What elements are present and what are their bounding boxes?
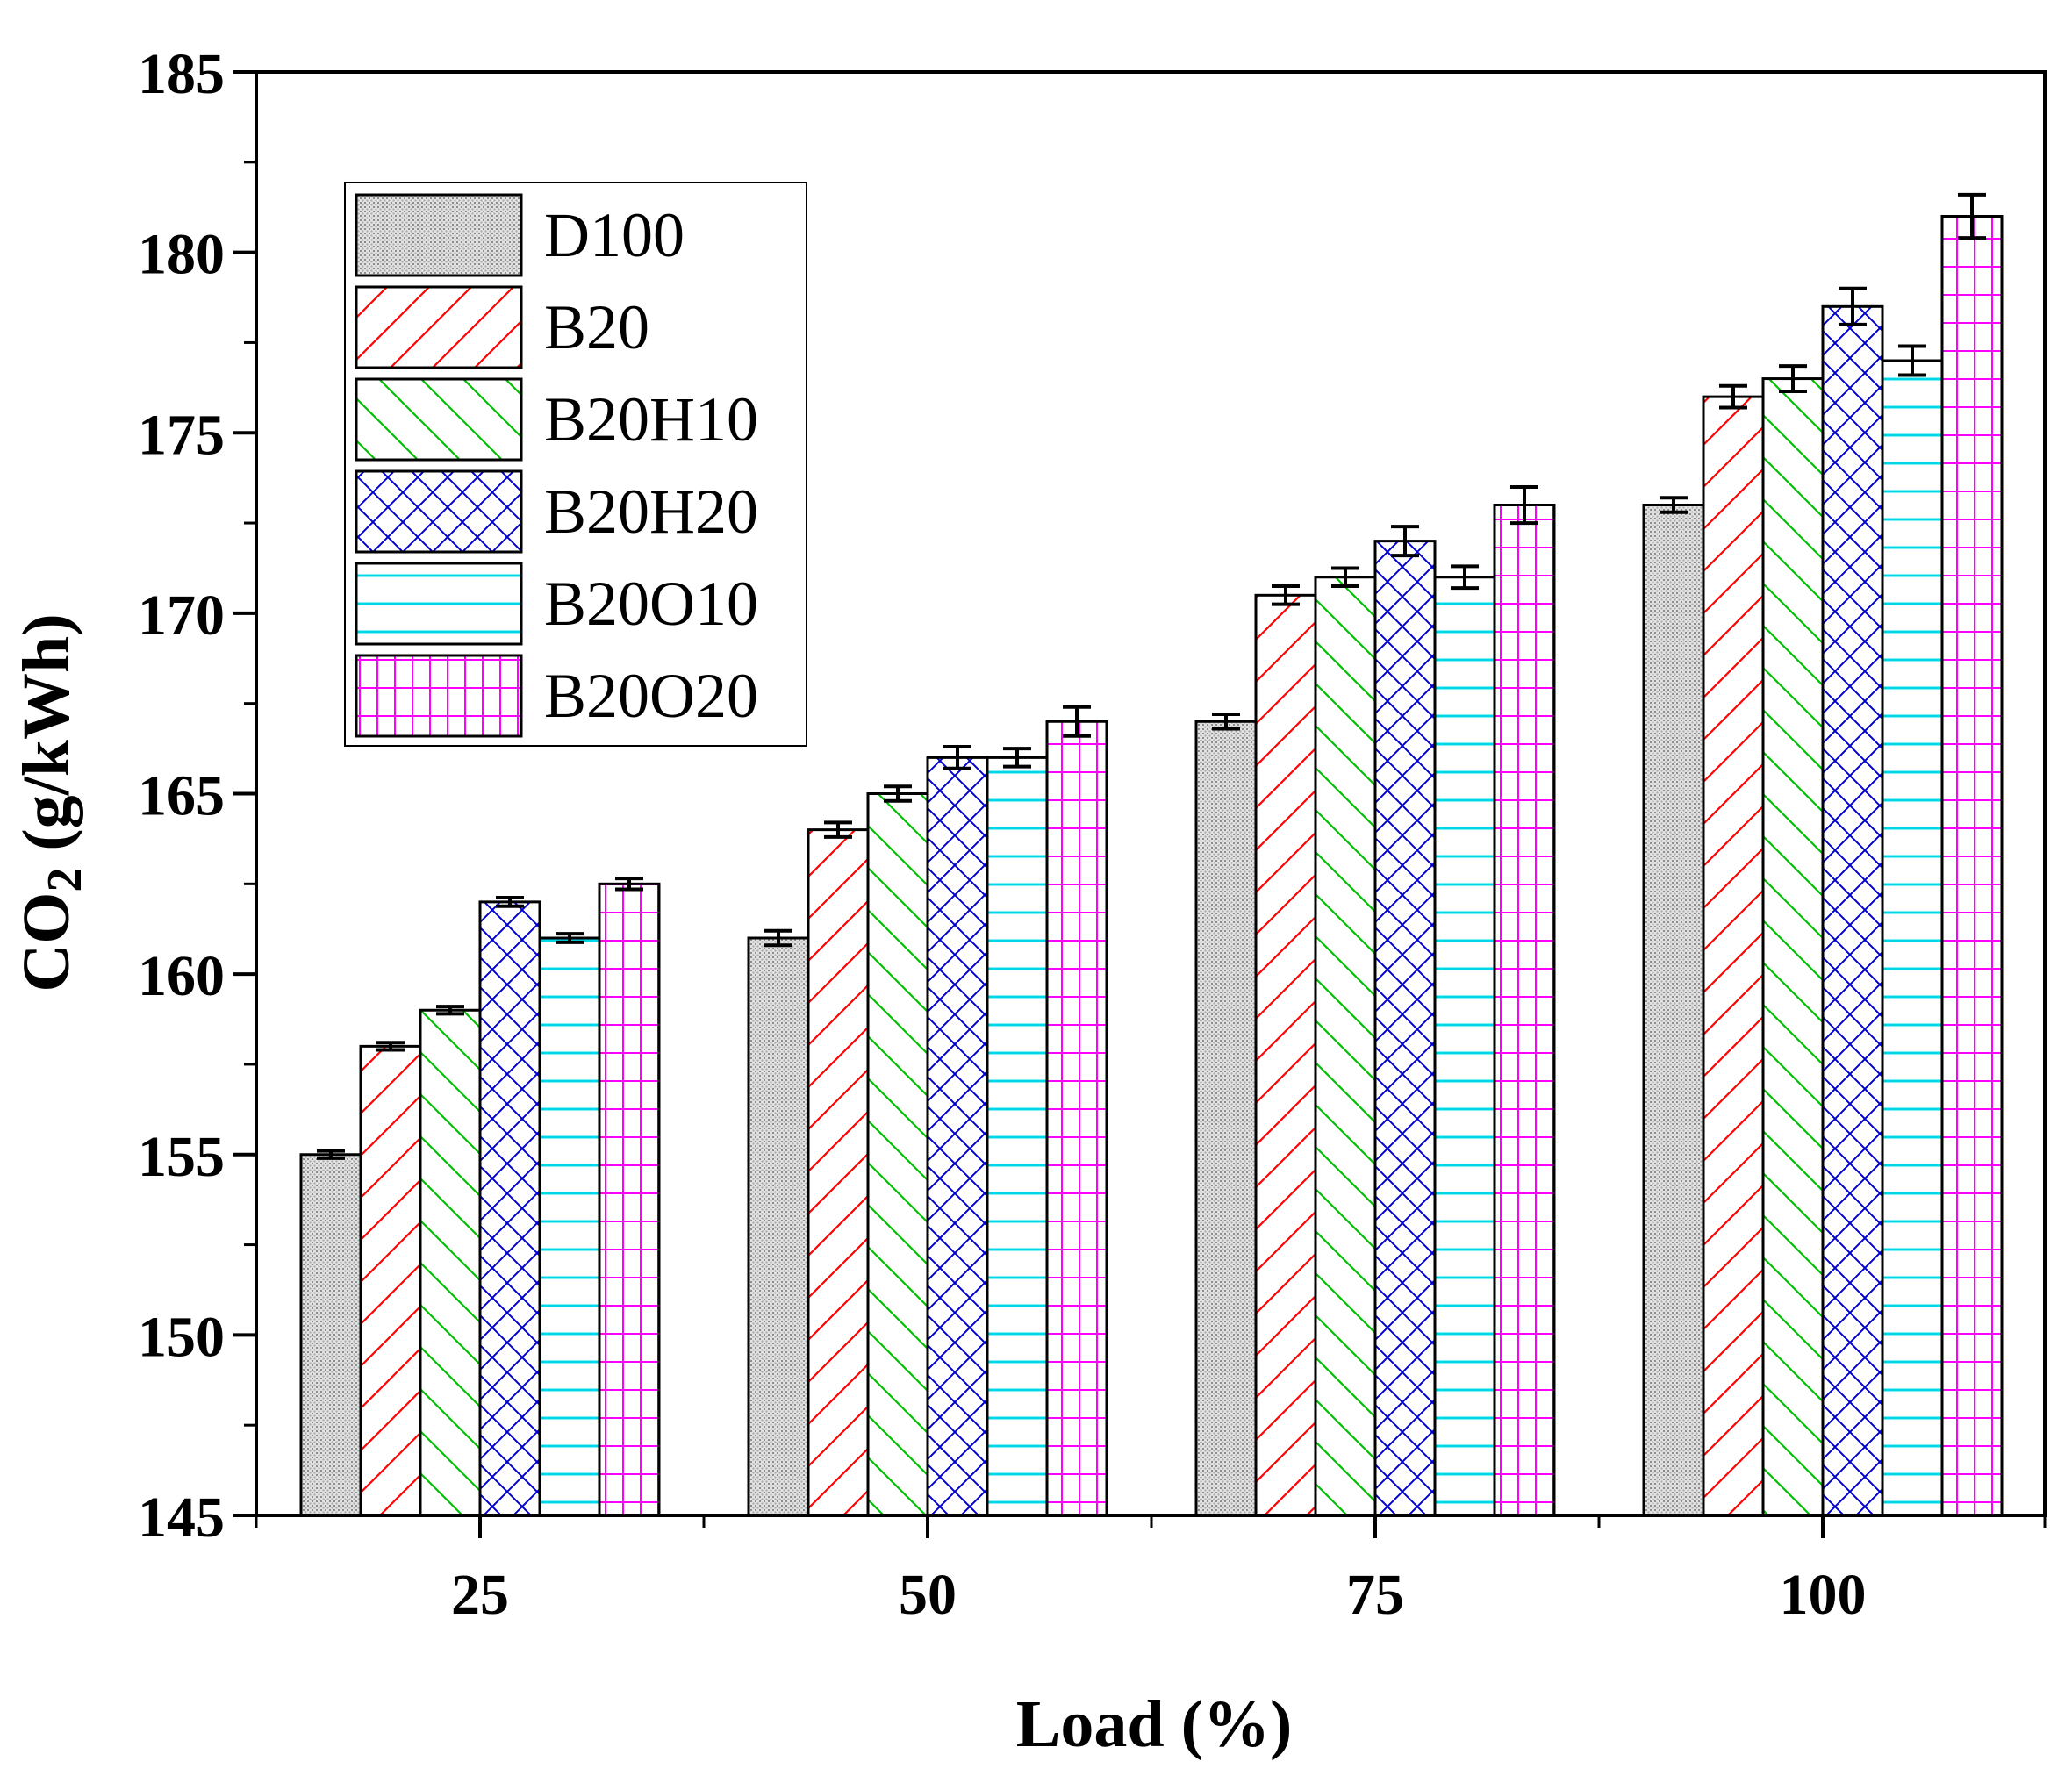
legend-label-b20o20: B20O20: [544, 661, 758, 731]
y-tick-label-170: 170: [138, 584, 225, 648]
error-bar-d100-50: [764, 928, 792, 948]
error-bar-b20-100: [1719, 383, 1747, 410]
x-axis-title: Load (%): [1016, 1687, 1293, 1761]
legend-item-d100: D100: [355, 193, 685, 277]
error-bar-b20o10-50: [1003, 747, 1031, 769]
error-bar-d100-75: [1212, 713, 1240, 731]
y-tick-label-175: 175: [138, 403, 225, 467]
bar-d100-100: [1642, 504, 1705, 1517]
legend-swatch-b20: [355, 285, 523, 369]
error-bar-b20o20-50: [1063, 705, 1091, 738]
x-tick-label-50: 50: [899, 1563, 957, 1627]
legend-swatch-b20o20: [355, 654, 523, 738]
bar-b20o10-50: [986, 756, 1049, 1517]
y-tick-label-155: 155: [138, 1125, 225, 1189]
legend-swatch-b20o10: [355, 562, 523, 646]
error-bar-b20o20-100: [1958, 192, 1986, 240]
bar-d100-75: [1194, 720, 1258, 1517]
bar-b20o20-25: [598, 882, 661, 1517]
bars-layer: [299, 215, 2004, 1517]
bar-b20o20-100: [1940, 215, 2004, 1517]
y-axis-title-subscript: 2: [38, 868, 92, 892]
bar-b20h20-75: [1373, 540, 1437, 1517]
x-tick-label-25: 25: [451, 1563, 509, 1627]
y-tick-label-150: 150: [138, 1305, 225, 1369]
bar-b20h10-75: [1314, 576, 1377, 1517]
error-bar-b20h20-25: [496, 895, 524, 908]
bar-b20h10-25: [419, 1008, 482, 1517]
bar-b20h20-100: [1821, 304, 1884, 1517]
bar-b20o10-100: [1881, 359, 1944, 1517]
legend-item-b20o20: B20O20: [355, 654, 758, 738]
legend-item-b20h10: B20H10: [355, 377, 758, 462]
error-bar-b20h20-50: [943, 745, 971, 770]
legend-item-b20: B20: [355, 285, 649, 369]
legend-swatch-b20h10: [355, 377, 523, 462]
bar-b20h20-25: [478, 900, 541, 1517]
legend: D100 B20 B20H10 B20H20 B20O10 B20O20: [344, 182, 807, 747]
bar-d100-50: [747, 936, 810, 1517]
error-bar-b20o20-25: [615, 877, 643, 892]
y-tick-label-180: 180: [138, 223, 225, 287]
bar-b20h20-50: [926, 756, 989, 1517]
error-bar-b20h10-50: [884, 784, 912, 803]
legend-swatch-d100: [355, 193, 523, 277]
bar-b20-25: [359, 1044, 422, 1517]
bar-d100-25: [299, 1153, 362, 1517]
bar-b20-75: [1254, 593, 1317, 1517]
x-tick-label-75: 75: [1346, 1563, 1404, 1627]
bar-b20h10-50: [866, 792, 929, 1517]
error-bar-b20h20-75: [1391, 525, 1419, 558]
error-bar-b20h10-75: [1331, 566, 1359, 589]
error-bar-b20o10-25: [556, 932, 584, 944]
legend-label-b20o10: B20O10: [544, 569, 758, 639]
bar-b20-50: [807, 828, 870, 1517]
bar-b20-100: [1702, 395, 1765, 1517]
y-axis-title: CO2 (g/kWh): [10, 613, 92, 992]
y-axis-title-unit: (g/kWh): [10, 613, 83, 867]
bar-b20o10-75: [1433, 576, 1496, 1517]
bar-b20o10-25: [538, 936, 601, 1517]
legend-swatch-b20h20: [355, 469, 523, 554]
legend-label-b20: B20: [544, 292, 649, 362]
error-bar-b20o10-75: [1451, 564, 1479, 591]
y-tick-label-165: 165: [138, 764, 225, 828]
legend-item-b20o10: B20O10: [355, 562, 758, 646]
error-bars-layer: [317, 192, 1986, 1160]
legend-label-b20h20: B20H20: [544, 476, 758, 547]
bar-b20o20-75: [1493, 504, 1556, 1517]
x-tick-label-100: 100: [1780, 1563, 1867, 1627]
y-tick-label-145: 145: [138, 1486, 225, 1550]
error-bar-d100-100: [1660, 496, 1688, 514]
legend-items: D100 B20 B20H10 B20H20 B20O10 B20O20: [355, 193, 758, 738]
error-bar-b20h20-100: [1839, 286, 1867, 326]
error-bar-b20o20-75: [1510, 484, 1538, 526]
error-bar-b20-50: [824, 820, 852, 839]
bar-b20o20-50: [1045, 720, 1108, 1517]
legend-box: [344, 182, 807, 747]
bar-b20h10-100: [1761, 377, 1825, 1517]
error-bar-b20o10-100: [1898, 344, 1926, 377]
y-axis-title-main: CO: [10, 892, 83, 992]
error-bar-d100-25: [317, 1149, 345, 1160]
error-bar-b20-25: [376, 1041, 405, 1052]
y-tick-label-160: 160: [138, 944, 225, 1008]
legend-item-b20h20: B20H20: [355, 469, 758, 554]
legend-label-d100: D100: [544, 200, 685, 270]
error-bar-b20h10-25: [436, 1005, 464, 1016]
error-bar-b20-75: [1272, 584, 1300, 606]
y-tick-label-185: 185: [138, 42, 225, 106]
legend-label-b20h10: B20H10: [544, 384, 758, 455]
axes-layer: 145 150 155 160 165 170 175 180 185 25 50 75 100: [138, 42, 2047, 1627]
error-bar-b20h10-100: [1779, 364, 1807, 393]
